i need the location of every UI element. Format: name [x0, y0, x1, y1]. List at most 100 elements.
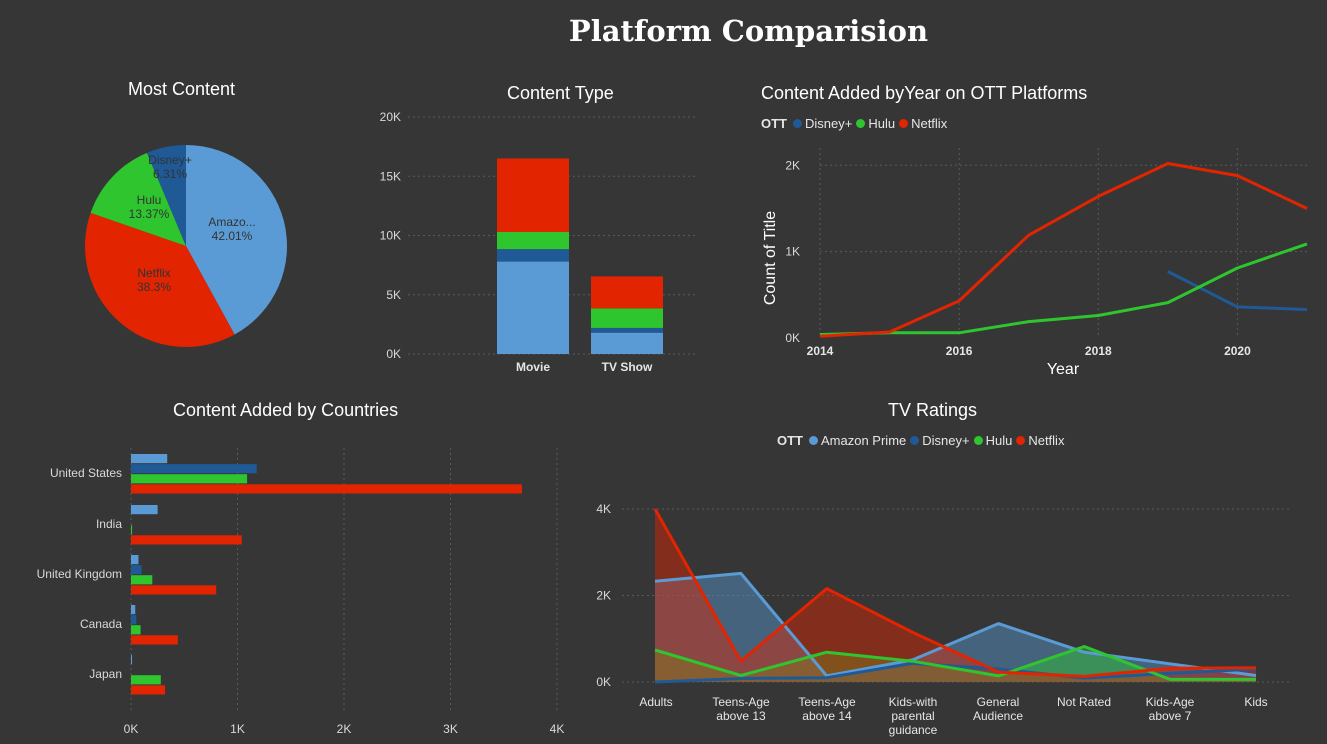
- by-year-y-axis-label: Count of Title: [762, 211, 779, 305]
- countries-bar-united-kingdom-disney: [131, 565, 142, 575]
- tv-ratings-area-netflix: [655, 509, 1256, 682]
- pie-slice-netflix: [85, 212, 235, 347]
- countries-bar-japan-hulu: [131, 675, 161, 685]
- pie-slice-hulu: [90, 152, 186, 246]
- tv-ratings-x-tick-line: General: [977, 695, 1020, 709]
- countries-bar-canada-disney: [131, 615, 137, 625]
- pie-pct-disney: 6.31%: [153, 167, 187, 181]
- legend-item-disney[interactable]: Disney+: [793, 116, 852, 131]
- content-type-bar-movie-hulu: [497, 231, 569, 250]
- content-type-x-tick: TV Show: [602, 360, 653, 374]
- pie-label-disney: Disney+: [148, 153, 192, 167]
- tv-ratings-line-amazon-prime: [654, 571, 1257, 678]
- tv-ratings-x-tick-line: parental: [891, 709, 934, 723]
- countries-bar-united-states-hulu: [131, 474, 248, 484]
- by-year-legend: OTT Disney+ Hulu Netflix: [761, 116, 951, 131]
- countries-x-tick: 2K: [337, 722, 352, 736]
- legend-dot-icon: [856, 119, 866, 128]
- by-year-x-tick: 2014: [807, 344, 834, 358]
- countries-x-tick: 0K: [124, 722, 139, 736]
- legend-item-hulu[interactable]: Hulu: [973, 433, 1012, 448]
- tv-ratings-x-tick-line: Teens-Age: [712, 695, 770, 709]
- content-type-chart-title: Content Type: [507, 83, 614, 103]
- tv-ratings-y-tick: 0K: [596, 675, 611, 689]
- by-year-x-tick: 2016: [946, 344, 973, 358]
- pie-pct-hulu: 13.37%: [129, 207, 170, 221]
- countries-y-tick: United States: [50, 466, 122, 480]
- content-type-y-tick: 20K: [380, 110, 401, 124]
- tv-ratings-x-tick-line: Teens-Age: [798, 695, 856, 709]
- tv-ratings-x-tick-line: Kids-Age: [1146, 695, 1195, 709]
- tv-ratings-x-tick-line: Not Rated: [1057, 695, 1111, 709]
- tv-ratings-x-tick-line: above 14: [802, 709, 852, 723]
- content-type-bar-tv-show-hulu: [591, 308, 663, 328]
- legend-item-netflix[interactable]: Netflix: [1016, 433, 1064, 448]
- tv-ratings-x-tick-line: Audience: [973, 709, 1023, 723]
- countries-y-tick: Japan: [89, 667, 122, 681]
- pie-chart-title: Most Content: [128, 79, 236, 99]
- legend-item-netflix[interactable]: Netflix: [899, 116, 947, 131]
- by-year-y-tick: 0K: [785, 331, 800, 345]
- content-type-y-tick: 15K: [380, 169, 401, 183]
- legend-dot-icon: [1016, 436, 1026, 445]
- legend-dot-icon: [899, 119, 909, 128]
- tv-ratings-x-tick-line: Kids: [1244, 695, 1267, 709]
- tv-ratings-chart-title: TV Ratings: [888, 400, 978, 420]
- countries-bar-united-kingdom-amazon-prime: [131, 555, 139, 565]
- countries-x-tick: 4K: [550, 722, 565, 736]
- countries-chart-title: Content Added by Countries: [173, 400, 399, 420]
- tv-ratings-line-netflix: [653, 508, 1257, 678]
- tv-ratings-y-tick: 2K: [596, 589, 611, 603]
- content-type-bar-tv-show-netflix: [591, 276, 663, 309]
- legend-dot-icon: [973, 436, 983, 445]
- legend-dot-icon: [793, 119, 802, 128]
- tv-ratings-line-hulu: [654, 645, 1256, 681]
- content-type-y-tick: 10K: [380, 229, 401, 243]
- by-year-line-netflix: [819, 162, 1308, 338]
- countries-y-tick: India: [96, 517, 122, 531]
- countries-bar-united-kingdom-hulu: [131, 575, 153, 585]
- content-type-y-tick: 5K: [386, 288, 401, 302]
- countries-x-tick: 3K: [443, 722, 458, 736]
- pie-pct-netflix: 38.3%: [137, 280, 171, 294]
- by-year-x-tick: 2020: [1224, 344, 1251, 358]
- legend-title: OTT: [777, 433, 803, 448]
- by-year-chart-title: Content Added byYear on OTT Platforms: [761, 83, 1088, 103]
- tv-ratings-x-tick-line: above 13: [716, 709, 766, 723]
- tv-ratings-x-tick-line: guidance: [889, 723, 938, 737]
- content-type-x-tick: Movie: [516, 360, 550, 374]
- pie-label-netflix: Netflix: [137, 266, 170, 280]
- content-type-y-tick: 0K: [386, 347, 401, 361]
- countries-bar-canada-netflix: [131, 635, 178, 645]
- by-year-line-hulu: [819, 242, 1308, 336]
- tv-ratings-legend: OTT Amazon Prime Disney+ Hulu Netflix: [777, 433, 1068, 448]
- tv-ratings-x-tick-line: Adults: [639, 695, 672, 709]
- countries-bar-india-amazon-prime: [131, 505, 158, 515]
- by-year-line-disney: [1167, 270, 1308, 311]
- by-year-x-axis-label: Year: [1047, 361, 1080, 378]
- legend-item-hulu[interactable]: Hulu: [856, 116, 895, 131]
- countries-bar-united-states-amazon-prime: [131, 454, 168, 464]
- content-type-bar-tv-show-disney: [591, 327, 663, 333]
- content-type-bar-movie-amazon-prime: [497, 261, 569, 354]
- countries-bar-canada-hulu: [131, 625, 141, 635]
- legend-item-amazon[interactable]: Amazon Prime: [809, 433, 906, 448]
- countries-bar-japan-netflix: [131, 685, 166, 695]
- countries-bar-japan-amazon-prime: [131, 655, 133, 665]
- countries-bar-united-states-disney: [131, 464, 257, 474]
- legend-dot-icon: [809, 436, 818, 445]
- countries-bar-united-states-netflix: [131, 484, 522, 494]
- pie-slice-disney: [146, 145, 186, 246]
- pie-label-hulu: Hulu: [137, 193, 162, 207]
- tv-ratings-area-amazon-prime: [655, 573, 1256, 682]
- countries-x-tick: 1K: [230, 722, 245, 736]
- dashboard-title: Platform Comparision: [568, 14, 929, 48]
- countries-bar-united-kingdom-netflix: [131, 585, 217, 595]
- tv-ratings-y-tick: 4K: [596, 502, 611, 516]
- content-type-bar-movie-disney: [497, 249, 569, 262]
- legend-item-disney[interactable]: Disney+: [910, 433, 970, 448]
- by-year-x-tick: 2018: [1085, 344, 1112, 358]
- countries-bar-india-hulu: [131, 525, 133, 535]
- pie-slice-amazon-prime: [186, 145, 288, 335]
